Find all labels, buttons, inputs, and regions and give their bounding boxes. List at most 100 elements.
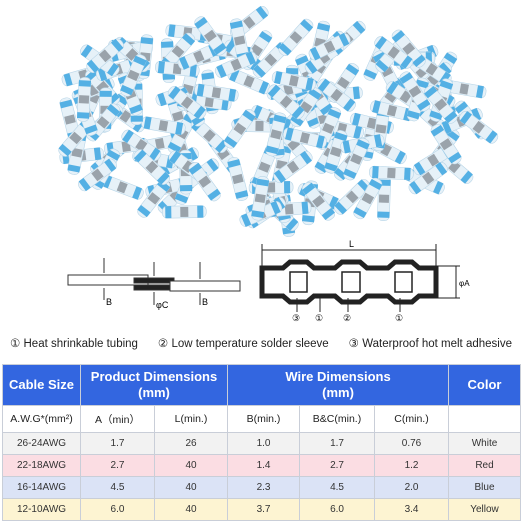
legend-number: ③ [348,338,359,350]
connector [161,205,207,219]
part-number: ① [395,313,403,323]
connector [188,162,221,202]
connector [121,129,162,161]
header-cell: Cable Size [2,364,81,406]
table-row: A.W.G*(mm²) A（min） L(min.) B(min.) B&C(min.)… [2,405,522,433]
table-cell: 3.7 [227,498,301,521]
table-cell: 2.3 [227,476,301,499]
table-cell: Red [448,454,522,477]
left-diagram [67,258,241,305]
connector [273,150,313,184]
connector [369,165,414,181]
product-image: B φC B L φA ③ ① ② ① [58,5,499,323]
table-cell: 40 [153,454,229,477]
table-row: 22-18AWG 2.7 40 1.4 2.7 1.2 Red [2,454,522,477]
table-cell: 26 [153,432,229,455]
part-number: ② [343,313,351,323]
connector [408,162,448,195]
connector [282,127,327,149]
table-cell: 22-18AWG [2,454,81,477]
table-cell: A.W.G*(mm²) [2,405,81,433]
table-cell: Yellow [448,498,522,521]
connector [76,77,92,122]
connector [278,18,314,57]
connector [301,181,336,221]
table-cell: 40 [153,476,229,499]
connector [459,110,499,144]
table-cell: 40 [153,498,229,521]
label-c: φC [156,300,169,310]
table-cell: 6.0 [80,498,155,521]
legend-number: ① [9,338,21,350]
label-l: L [349,239,354,249]
legend-item: ① Heat shrinkable tubing [10,336,138,350]
connector [227,156,249,202]
table-cell: 16-14AWG [2,476,81,499]
label-b: B [106,297,112,307]
label-b: B [202,297,208,307]
connector [167,86,207,120]
table-cell: 2.0 [374,476,450,499]
connector [194,16,227,56]
table-cell: 12-10AWG [2,498,81,521]
table-cell: 3.4 [374,498,450,521]
table-cell: A（min） [80,405,155,433]
connector [214,51,258,78]
header-cell: Product Dimensions (mm) [79,364,229,406]
connector [223,109,256,149]
part-number: ③ [292,313,300,323]
table-cell: B(min.) [227,405,301,433]
connector [141,116,186,135]
connector [251,176,270,221]
table-cell: 2.7 [299,454,376,477]
connector [308,32,351,61]
connector [324,130,348,174]
table-cell: 1.7 [299,432,376,455]
connector [267,84,305,120]
part-number: ① [315,313,323,323]
table-row: 26-24AWG 1.7 26 1.0 1.7 0.76 White [2,432,522,455]
table-cell: 1.2 [374,454,450,477]
legend-text: Heat shrinkable tubing [23,338,138,350]
table-cell [448,405,522,433]
connector [423,85,458,124]
table-cell: C(min.) [374,405,450,433]
connector [271,71,317,91]
table-cell: 1.0 [227,432,301,455]
table-row: 16-14AWG 4.5 40 2.3 4.5 2.0 Blue [2,476,522,499]
connector-pile [58,5,499,237]
label-a: φA [459,279,470,288]
connector [78,158,117,192]
table-cell: White [448,432,522,455]
table-cell: 0.76 [374,432,450,455]
connector [374,36,414,69]
connector [430,124,462,165]
table-cell: 1.7 [80,432,155,455]
connector [133,149,171,185]
table-cell: Blue [448,476,522,499]
table-cell: L(min.) [153,405,229,433]
legend-number: ② [157,338,169,350]
table-cell: 2.7 [80,454,155,477]
legend-item: ② Low temperature solder sleeve [158,336,329,350]
legend-item: ③ Waterproof hot melt adhesive [349,336,512,350]
connector [343,137,370,181]
header-cell: Wire Dimensions (mm) [227,364,450,406]
table-cell: 26-24AWG [2,432,81,455]
connector [399,71,431,112]
connector [194,83,239,102]
connector [120,54,147,97]
legend-text: Low temperature solder sleeve [171,338,329,350]
table-cell: 1.4 [227,454,301,477]
table-cell: 4.5 [80,476,155,499]
table-cell: 6.0 [299,498,376,521]
connector [317,78,356,112]
connector [353,177,383,220]
connector [391,29,426,68]
header-cell: Color [448,364,522,406]
connector [265,112,287,157]
connector [86,38,124,74]
legend: ① Heat shrinkable tubing ② Low temperatu… [0,336,522,350]
right-diagram [259,244,460,312]
